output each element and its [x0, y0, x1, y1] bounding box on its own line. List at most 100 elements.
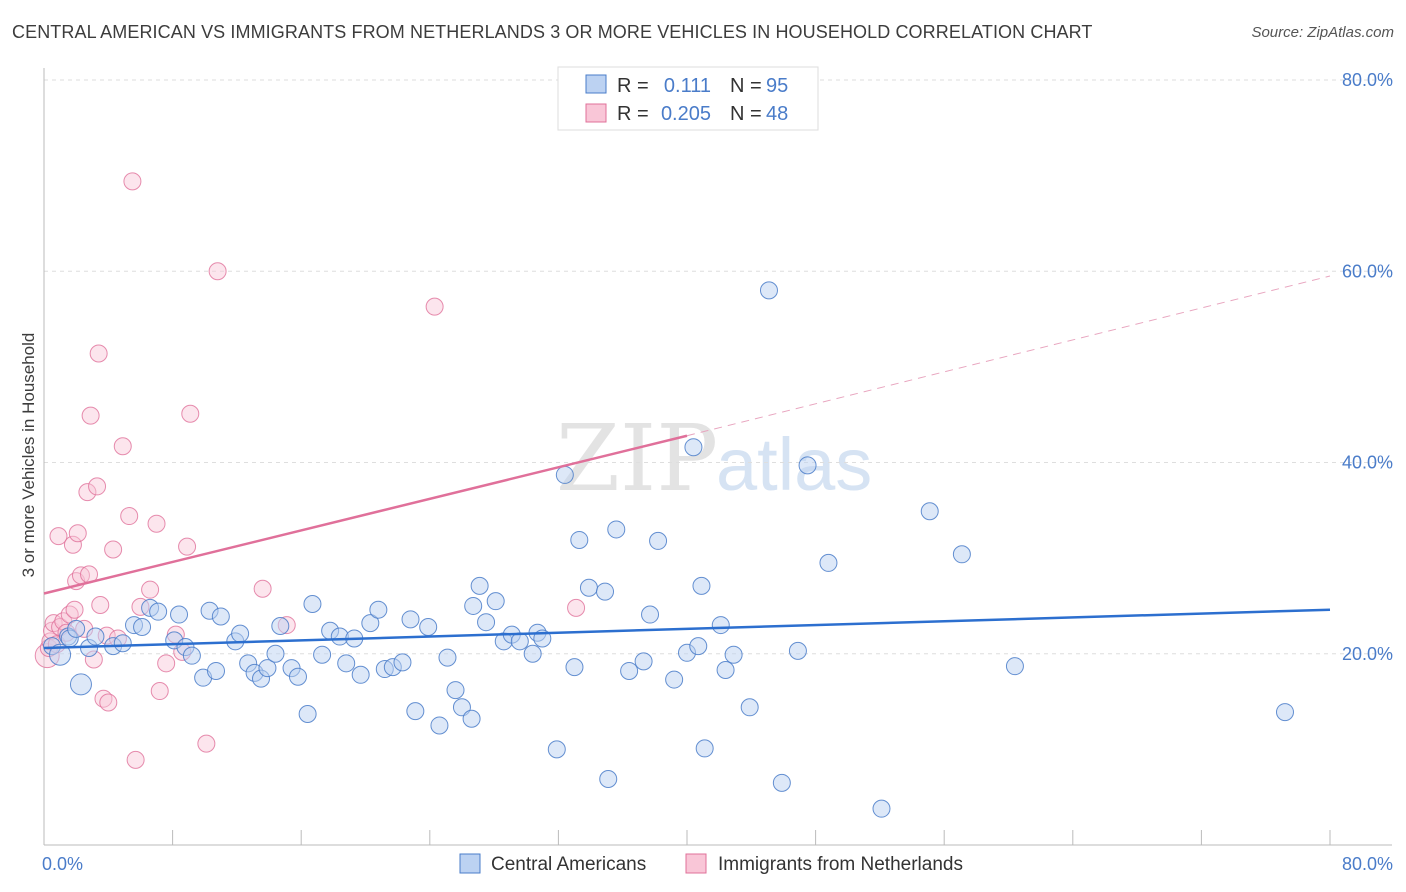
y-tick-label-1: 40.0% [1342, 453, 1393, 473]
point-netherlands-16 [78, 483, 97, 502]
point-netherlands-36 [157, 654, 176, 673]
point-central-americans-79 [716, 661, 735, 680]
point-central-americans-39 [369, 600, 388, 619]
point-central-americans-19 [211, 607, 230, 626]
point-central-americans-52 [477, 613, 496, 632]
legend-r-label-2: R = [617, 103, 649, 125]
point-netherlands-42 [208, 262, 227, 281]
point-central-americans-72 [665, 670, 684, 689]
point-central-americans-43 [401, 610, 420, 629]
point-netherlands-43 [253, 579, 272, 598]
point-central-americans-87 [872, 799, 891, 818]
point-central-americans-50 [462, 709, 481, 728]
legend-swatch-blue [585, 74, 607, 94]
y-axis-label: 3 or more Vehicles in Household [19, 333, 38, 578]
point-central-americans-25 [258, 659, 277, 678]
point-netherlands-39 [178, 537, 197, 556]
legend-n-label-1: N = [730, 75, 762, 97]
point-central-americans-70 [641, 605, 660, 624]
legend-top: R = 0.111 N = 95 R = 0.205 N = 48 [557, 66, 819, 131]
point-netherlands-40 [181, 404, 200, 423]
point-central-americans-62 [565, 658, 584, 677]
legend-bottom-label-immigrants-netherlands: Immigrants from Netherlands [718, 854, 963, 875]
point-central-americans-15 [182, 646, 201, 665]
point-central-americans-11 [149, 602, 168, 621]
point-central-americans-88 [920, 502, 939, 521]
y-tick-label-0: 20.0% [1342, 644, 1393, 664]
legend-bottom-label-central-americans: Central Americans [491, 854, 646, 875]
point-central-americans-74 [684, 438, 703, 457]
point-netherlands-33 [141, 580, 160, 599]
legend-r-label-1: R = [617, 75, 649, 97]
tick-labels: 20.0% 40.0% 60.0% 80.0% 0.0% 80.0% [42, 70, 1393, 874]
point-netherlands-31 [126, 750, 145, 769]
point-central-americans-56 [510, 632, 529, 651]
point-central-americans-80 [724, 645, 743, 664]
point-central-americans-89 [952, 545, 971, 564]
point-netherlands-46 [567, 598, 586, 617]
point-central-americans-30 [298, 704, 317, 723]
point-central-americans-68 [620, 661, 639, 680]
point-central-americans-27 [271, 617, 290, 636]
point-netherlands-30 [123, 172, 142, 191]
point-central-americans-51 [470, 576, 489, 595]
y-tick-label-3: 80.0% [1342, 70, 1393, 90]
point-netherlands-34 [147, 514, 166, 533]
point-netherlands-26 [104, 540, 123, 559]
point-netherlands-35 [150, 682, 169, 701]
point-central-americans-47 [438, 648, 457, 667]
point-central-americans-53 [486, 592, 505, 611]
point-netherlands-28 [113, 437, 132, 456]
legend-n-label-2: N = [730, 103, 762, 125]
point-central-americans-35 [337, 654, 356, 673]
point-central-americans-81 [740, 698, 759, 717]
point-central-americans-5 [86, 627, 105, 646]
legend-n-value-1: 95 [766, 75, 788, 97]
point-central-americans-13 [170, 605, 189, 624]
point-netherlands-29 [120, 507, 139, 526]
point-netherlands-20 [88, 477, 107, 496]
point-central-americans-37 [351, 665, 370, 684]
point-central-americans-90 [1005, 657, 1024, 676]
point-central-americans-7 [113, 634, 132, 653]
y-tick-label-2: 60.0% [1342, 261, 1393, 281]
point-central-americans-67 [607, 520, 626, 539]
legend-bottom-swatch-blue [459, 853, 481, 874]
watermark-atlas: atlas [716, 423, 872, 506]
point-central-americans-85 [798, 456, 817, 475]
point-central-americans-3 [69, 673, 92, 696]
point-central-americans-66 [599, 770, 618, 789]
legend-swatch-pink [585, 103, 607, 123]
point-central-americans-91 [1275, 703, 1294, 722]
watermark: ZIP atlas [556, 405, 872, 512]
legend-r-value-1: 0.111 [664, 75, 711, 97]
point-central-americans-76 [692, 576, 711, 595]
point-central-americans-71 [649, 531, 668, 550]
point-central-americans-1 [49, 643, 72, 666]
point-central-americans-31 [303, 595, 322, 614]
trend-netherlands [43, 434, 688, 595]
grid-lines [44, 79, 1392, 655]
point-central-americans-78 [711, 616, 730, 635]
point-central-americans-26 [266, 644, 285, 663]
point-netherlands-25 [99, 693, 118, 712]
point-netherlands-41 [197, 734, 216, 753]
point-netherlands-18 [81, 406, 100, 425]
point-central-americans-32 [313, 645, 332, 664]
point-central-americans-42 [393, 653, 412, 672]
points-central-americans [43, 281, 1294, 818]
point-central-americans-63 [570, 530, 589, 549]
point-central-americans-46 [430, 716, 449, 735]
point-central-americans-64 [579, 578, 598, 597]
point-central-americans-49 [452, 698, 471, 717]
point-central-americans-69 [634, 652, 653, 671]
point-netherlands-13 [68, 524, 87, 543]
legend-bottom-swatch-pink [685, 853, 707, 874]
x-tick-label-0: 0.0% [42, 854, 83, 874]
point-central-americans-38 [361, 614, 380, 633]
point-netherlands-47 [49, 527, 68, 546]
point-central-americans-86 [819, 553, 838, 572]
point-central-americans-83 [772, 773, 791, 792]
point-central-americans-65 [596, 582, 615, 601]
